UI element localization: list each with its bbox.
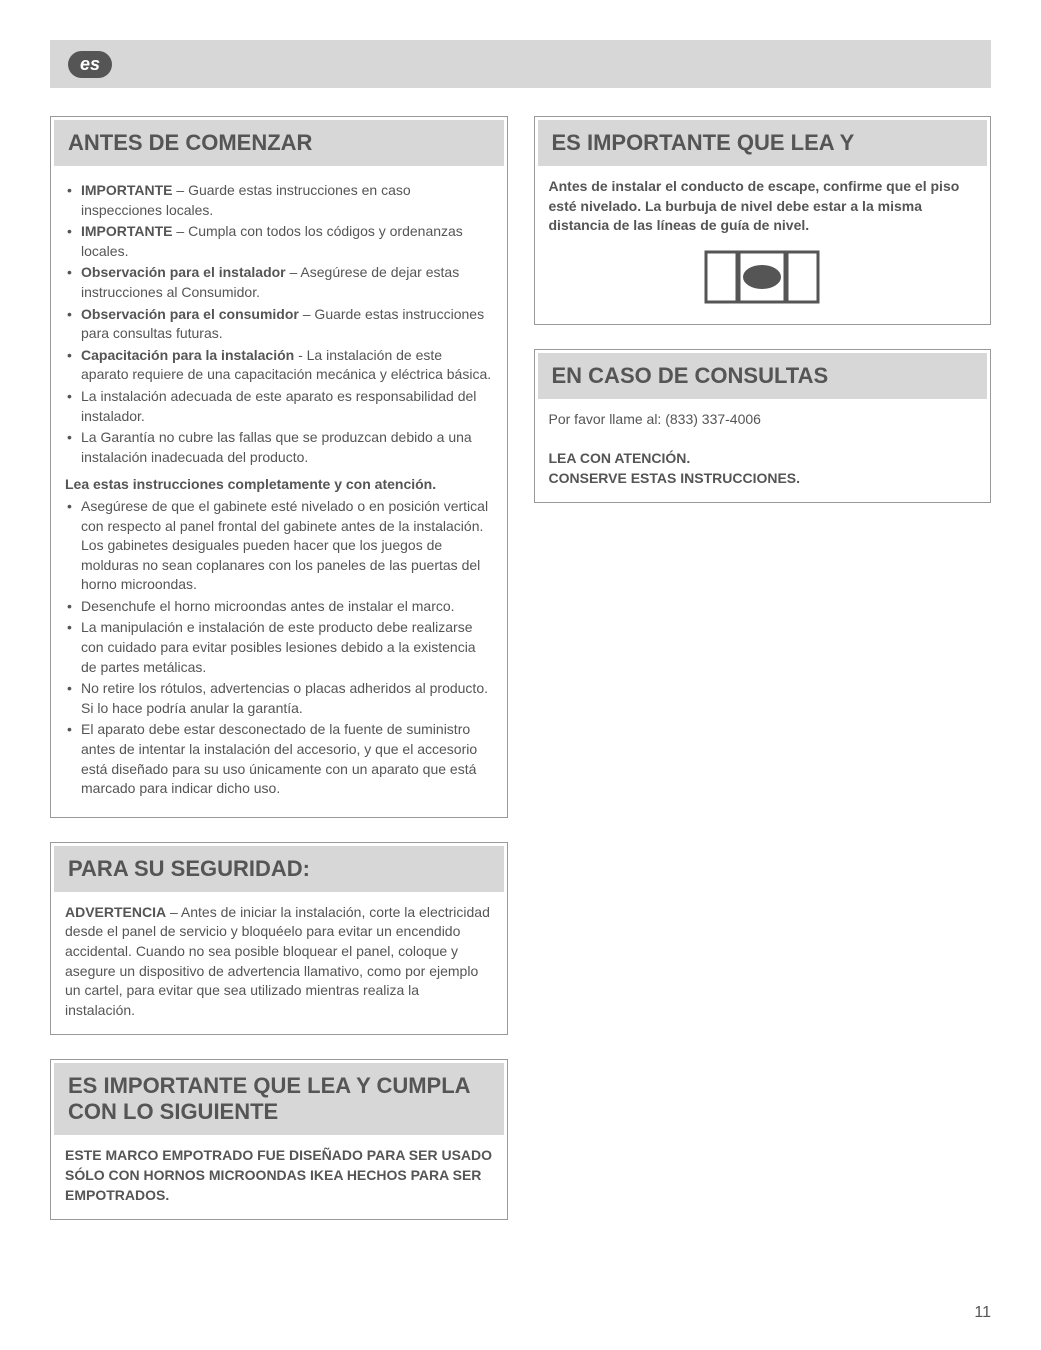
item-bold: IMPORTANTE <box>81 223 173 239</box>
page-number: 11 <box>974 1304 991 1322</box>
level-bubble-icon <box>702 248 822 306</box>
section-title: ES IMPORTANTE QUE LEA Y <box>538 120 988 166</box>
section-body: Antes de instalar el conducto de escape,… <box>535 169 991 324</box>
list-item: No retire los rótulos, advertencias o pl… <box>65 679 493 718</box>
section-body: IMPORTANTE – Guarde estas instrucciones … <box>51 169 507 817</box>
item-bold: Capacitación para la instalación <box>81 347 294 363</box>
item-bold: IMPORTANTE <box>81 182 173 198</box>
list-item: Asegúrese de que el gabinete esté nivela… <box>65 497 493 595</box>
list-item: La instalación adecuada de este aparato … <box>65 387 493 426</box>
section-body: Por favor llame al: (833) 337-4006 LEA C… <box>535 402 991 502</box>
notice-line: LEA CON ATENCIÓN. <box>549 449 977 469</box>
contact-line: Por favor llame al: (833) 337-4006 <box>549 410 977 430</box>
item-text: La Garantía no cubre las fallas que se p… <box>81 429 472 465</box>
right-column: ES IMPORTANTE QUE LEA Y Antes de instala… <box>534 116 992 1244</box>
section-title: ES IMPORTANTE QUE LEA Y CUMPLA CON LO SI… <box>54 1063 504 1135</box>
list-item: La Garantía no cubre las fallas que se p… <box>65 428 493 467</box>
section-consultas: EN CASO DE CONSULTAS Por favor llame al:… <box>534 349 992 503</box>
sub-heading: Lea estas instrucciones completamente y … <box>65 475 493 495</box>
item-bold: Observación para el consumidor <box>81 306 299 322</box>
section-title: PARA SU SEGURIDAD: <box>54 846 504 892</box>
list-item: El aparato debe estar desconectado de la… <box>65 720 493 798</box>
list-item: Observación para el instalador – Asegúre… <box>65 263 493 302</box>
section-body: ESTE MARCO EMPOTRADO FUE DISEÑADO PARA S… <box>51 1138 507 1219</box>
left-column: ANTES DE COMENZAR IMPORTANTE – Guarde es… <box>50 116 508 1244</box>
header-bar: es <box>50 40 991 88</box>
section-title: EN CASO DE CONSULTAS <box>538 353 988 399</box>
list-item: La manipulación e instalación de este pr… <box>65 618 493 677</box>
notice-line: CONSERVE ESTAS INSTRUCCIONES. <box>549 469 977 489</box>
item-bold: Observación para el instalador <box>81 264 286 280</box>
list-item: IMPORTANTE – Guarde estas instrucciones … <box>65 181 493 220</box>
section-antes: ANTES DE COMENZAR IMPORTANTE – Guarde es… <box>50 116 508 818</box>
list-item: Capacitación para la instalación - La in… <box>65 346 493 385</box>
warning-bold: ADVERTENCIA <box>65 904 166 920</box>
bullet-list-1: IMPORTANTE – Guarde estas instrucciones … <box>65 181 493 467</box>
list-item: Observación para el consumidor – Guarde … <box>65 305 493 344</box>
item-text: La instalación adecuada de este aparato … <box>81 388 476 424</box>
section-importante-lea: ES IMPORTANTE QUE LEA Y Antes de instala… <box>534 116 992 325</box>
content-columns: ANTES DE COMENZAR IMPORTANTE – Guarde es… <box>50 116 991 1244</box>
level-instruction: Antes de instalar el conducto de escape,… <box>549 177 977 236</box>
section-importante-cumpla: ES IMPORTANTE QUE LEA Y CUMPLA CON LO SI… <box>50 1059 508 1220</box>
list-item: IMPORTANTE – Cumpla con todos los código… <box>65 222 493 261</box>
bullet-list-2: Asegúrese de que el gabinete esté nivela… <box>65 497 493 799</box>
section-seguridad: PARA SU SEGURIDAD: ADVERTENCIA – Antes d… <box>50 842 508 1036</box>
section-title: ANTES DE COMENZAR <box>54 120 504 166</box>
warning-text: – Antes de iniciar la instalación, corte… <box>65 904 490 1018</box>
language-tag: es <box>68 51 112 78</box>
section-body: ADVERTENCIA – Antes de iniciar la instal… <box>51 895 507 1035</box>
list-item: Desenchufe el horno microondas antes de … <box>65 597 493 617</box>
